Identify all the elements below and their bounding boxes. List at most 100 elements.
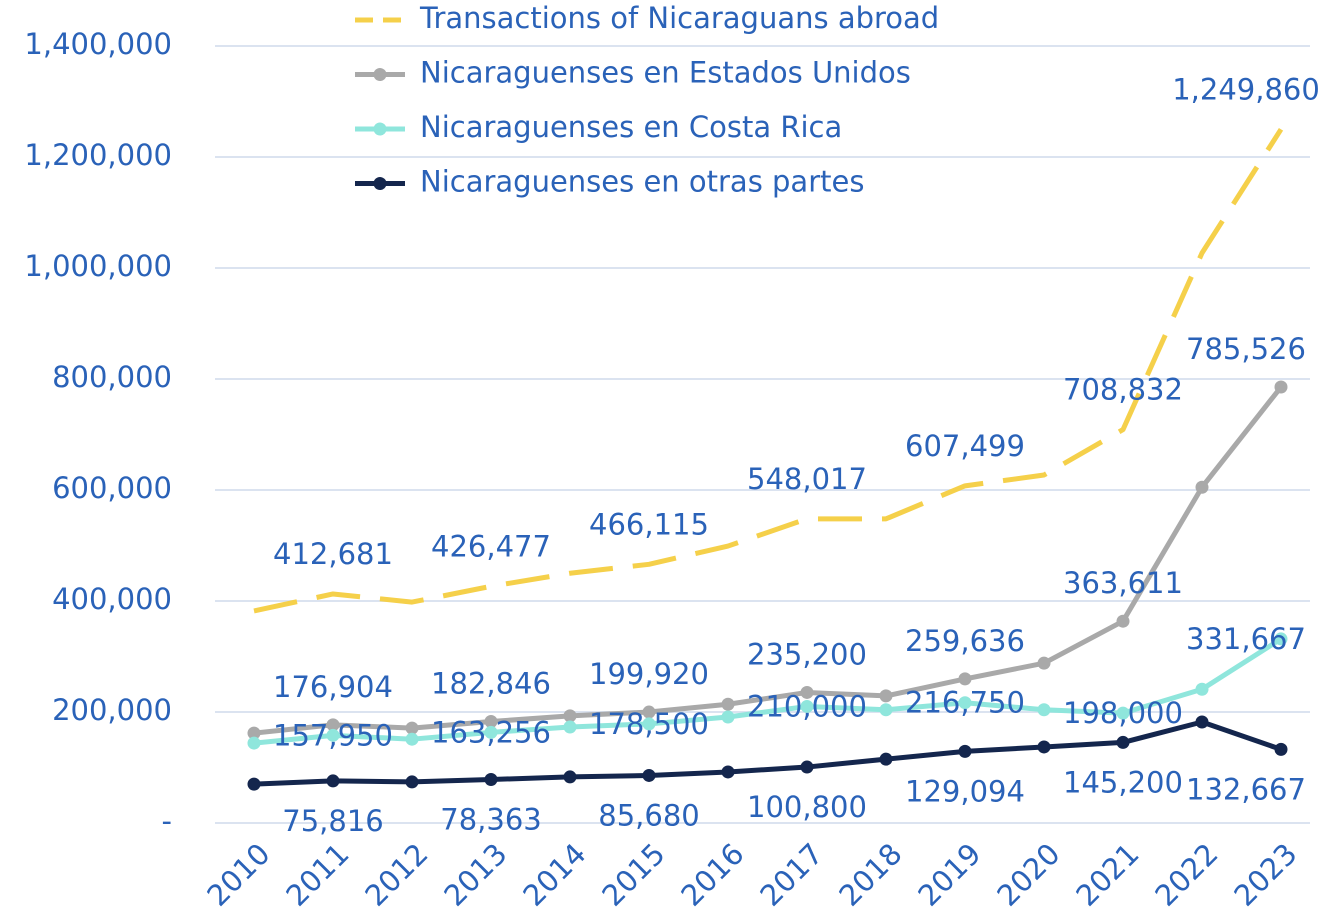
data-point bbox=[1274, 380, 1288, 394]
data-label: 132,667 bbox=[1186, 772, 1306, 806]
data-label: 178,500 bbox=[589, 707, 709, 741]
data-label: 100,800 bbox=[747, 790, 867, 824]
data-label: 363,611 bbox=[1063, 566, 1183, 600]
data-point bbox=[563, 770, 577, 784]
data-label: 163,256 bbox=[431, 715, 551, 749]
data-label: 145,200 bbox=[1063, 765, 1183, 799]
data-point bbox=[405, 775, 419, 789]
data-point bbox=[1195, 715, 1209, 729]
data-point bbox=[1116, 706, 1130, 720]
data-label: 85,680 bbox=[598, 798, 699, 832]
y-tick-label: 600,000 bbox=[52, 471, 172, 505]
data-label: 548,017 bbox=[747, 462, 867, 496]
data-point bbox=[247, 726, 261, 740]
legend-label: Transactions of Nicaraguans abroad bbox=[419, 1, 939, 35]
data-label: 182,846 bbox=[431, 667, 551, 701]
y-tick-label: 400,000 bbox=[52, 582, 172, 616]
x-tick-label: 2023 bbox=[1227, 837, 1303, 913]
data-point bbox=[484, 725, 498, 739]
data-label: 466,115 bbox=[589, 507, 709, 541]
data-point bbox=[1116, 735, 1130, 749]
x-tick-label: 2011 bbox=[279, 837, 355, 913]
data-label: 235,200 bbox=[747, 637, 867, 671]
data-label: 708,832 bbox=[1063, 373, 1183, 407]
data-label: 176,904 bbox=[273, 670, 393, 704]
data-point bbox=[1037, 740, 1051, 754]
x-tick-label: 2014 bbox=[516, 837, 592, 913]
x-tick-label: 2021 bbox=[1069, 837, 1145, 913]
data-point bbox=[1195, 682, 1209, 696]
x-tick-label: 2019 bbox=[911, 837, 987, 913]
data-point bbox=[326, 728, 340, 742]
data-label: 129,094 bbox=[905, 774, 1025, 808]
data-label: 216,750 bbox=[905, 686, 1025, 720]
y-tick-label: 800,000 bbox=[52, 360, 172, 394]
x-tick-label: 2013 bbox=[437, 837, 513, 913]
data-label: 259,636 bbox=[905, 624, 1025, 658]
legend-label: Nicaraguenses en Estados Unidos bbox=[420, 56, 911, 90]
x-tick-label: 2010 bbox=[200, 837, 276, 913]
data-label: 75,816 bbox=[282, 804, 383, 838]
data-label: 331,667 bbox=[1186, 622, 1306, 656]
data-point bbox=[326, 774, 340, 788]
y-tick-label: 200,000 bbox=[52, 693, 172, 727]
data-point bbox=[800, 699, 814, 713]
series-line bbox=[253, 636, 1283, 746]
data-point bbox=[800, 760, 814, 774]
series-line bbox=[253, 719, 1282, 787]
data-point bbox=[721, 697, 735, 711]
x-tick-label: 2018 bbox=[832, 837, 908, 913]
y-tick-label: 1,400,000 bbox=[24, 27, 172, 61]
data-point bbox=[563, 709, 577, 723]
data-point bbox=[326, 718, 340, 732]
data-point bbox=[1274, 632, 1288, 646]
data-point bbox=[405, 732, 419, 746]
y-tick-label: 1,200,000 bbox=[24, 138, 172, 172]
data-label: 607,499 bbox=[905, 429, 1025, 463]
data-label: 412,681 bbox=[273, 537, 393, 571]
data-point bbox=[721, 710, 735, 724]
legend-marker bbox=[373, 122, 387, 136]
data-point bbox=[247, 777, 261, 791]
data-label: 785,526 bbox=[1186, 332, 1306, 366]
legend-label: Nicaraguenses en otras partes bbox=[420, 165, 864, 199]
data-point bbox=[958, 672, 972, 686]
data-point bbox=[958, 744, 972, 758]
data-point bbox=[1037, 703, 1051, 717]
x-tick-label: 2020 bbox=[990, 837, 1066, 913]
x-tick-label: 2022 bbox=[1148, 837, 1224, 913]
data-point bbox=[642, 705, 656, 719]
data-point bbox=[721, 765, 735, 779]
data-point bbox=[1274, 742, 1288, 756]
data-point bbox=[247, 736, 261, 750]
data-label: 1,249,860 bbox=[1172, 72, 1320, 106]
x-tick-label: 2012 bbox=[358, 837, 434, 913]
data-point bbox=[642, 768, 656, 782]
legend-label: Nicaraguenses en Costa Rica bbox=[420, 110, 842, 144]
data-point bbox=[1195, 480, 1209, 494]
y-tick-label: 1,000,000 bbox=[24, 249, 172, 283]
data-point bbox=[958, 696, 972, 710]
data-point bbox=[484, 773, 498, 787]
data-point bbox=[879, 689, 893, 703]
series-line bbox=[253, 385, 1283, 736]
data-point bbox=[879, 752, 893, 766]
data-point bbox=[405, 721, 419, 735]
x-tick-label: 2016 bbox=[674, 837, 750, 913]
x-tick-label: 2015 bbox=[595, 837, 671, 913]
legend-marker bbox=[373, 177, 387, 190]
data-point bbox=[642, 717, 656, 731]
data-point bbox=[879, 703, 893, 717]
data-point bbox=[484, 715, 498, 729]
x-tick-label: 2017 bbox=[753, 837, 829, 913]
series-line bbox=[253, 127, 1284, 614]
data-label: 426,477 bbox=[431, 529, 551, 563]
data-point bbox=[800, 685, 814, 699]
data-label: 199,920 bbox=[589, 657, 709, 691]
data-label: 198,000 bbox=[1063, 696, 1183, 730]
data-label: 78,363 bbox=[440, 803, 541, 837]
data-label: 210,000 bbox=[747, 689, 867, 723]
data-point bbox=[563, 720, 577, 734]
data-point bbox=[1037, 656, 1051, 670]
